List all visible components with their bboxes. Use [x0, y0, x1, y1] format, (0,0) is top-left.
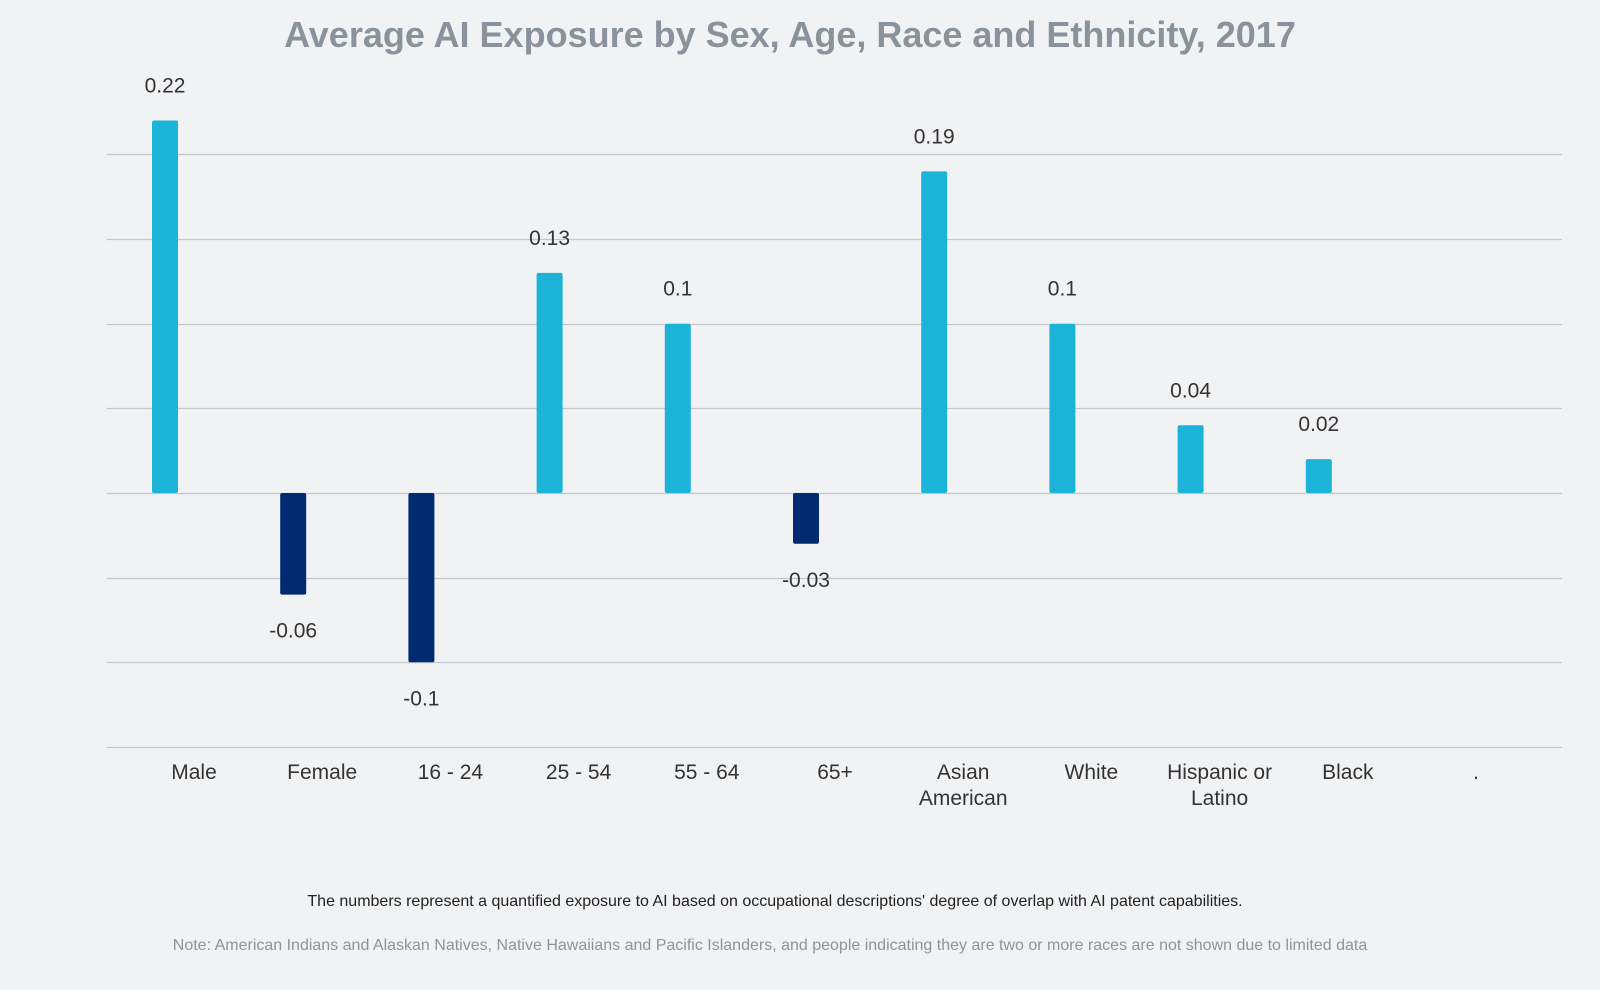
data-label-5: -0.03	[782, 569, 830, 592]
category-label-1: Female	[287, 761, 357, 784]
bar-0	[152, 120, 178, 493]
category-label-8: Hispanic or Latino	[1167, 761, 1272, 810]
category-label-3: 25 - 54	[546, 761, 612, 784]
bar-2	[408, 493, 435, 663]
bar-7	[1049, 323, 1076, 493]
category-label-2: 16 - 24	[418, 761, 484, 784]
data-label-2: -0.1	[403, 687, 439, 710]
data-label-0: 0.22	[145, 75, 186, 98]
bar-1	[280, 493, 307, 595]
data-label-3: 0.13	[529, 227, 570, 250]
data-label-1: -0.06	[269, 620, 317, 643]
category-label-9: Black	[1322, 761, 1374, 784]
bars	[152, 120, 1332, 663]
bar-5	[793, 493, 819, 544]
bar-chart: 0.22 -0.06 -0.1 0.13 0.1 -0.03 0.19 0.1 0.04 0.02…	[107, 75, 1562, 810]
bar-3	[536, 272, 563, 493]
gridlines	[107, 153, 1562, 749]
data-labels: 0.22 -0.06 -0.1 0.13 0.1 -0.03 0.19 0.1 0.04 0.02	[145, 75, 1340, 711]
category-label-4: 55 - 64	[674, 761, 740, 784]
data-label-6: 0.19	[914, 125, 955, 148]
bar-9	[1305, 459, 1332, 493]
category-label-10: .	[1473, 761, 1479, 784]
data-label-4: 0.1	[663, 278, 692, 301]
category-label-5: 65+	[817, 761, 853, 784]
category-labels: Male Female 16 - 24 25 - 54 55 - 64 65+ Asian A…	[171, 761, 1479, 810]
chart-caption: The numbers represent a quantified expos…	[307, 893, 1243, 910]
bar-8	[1177, 425, 1204, 493]
category-label-7: White	[1065, 761, 1119, 784]
category-label-6: Asian American	[919, 761, 1008, 810]
data-label-7: 0.1	[1048, 278, 1077, 301]
chart-note: Note: American Indians and Alaskan Nativ…	[172, 937, 1368, 954]
data-label-8: 0.04	[1170, 379, 1211, 402]
data-label-9: 0.02	[1298, 413, 1339, 436]
bar-4	[664, 323, 691, 493]
bar-6	[921, 171, 948, 493]
chart-title: Average AI Exposure by Sex, Age, Race an…	[284, 14, 1296, 55]
category-label-0: Male	[171, 761, 217, 784]
